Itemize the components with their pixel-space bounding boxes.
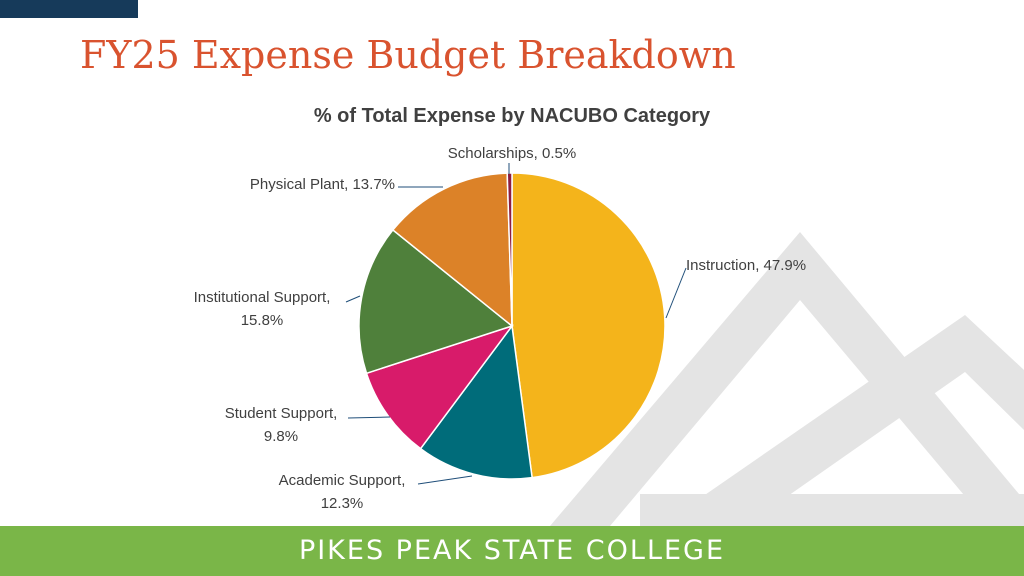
data-label-student-support: Student Support, 9.8%	[225, 405, 338, 445]
data-label-physical-plant: Physical Plant, 13.7%	[250, 176, 395, 193]
pie-slice-instruction	[511, 172, 666, 479]
page-title: FY25 Expense Budget Breakdown	[80, 33, 736, 77]
chart-title: % of Total Expense by NACUBO Category	[314, 105, 711, 127]
footer-bar: PIKES PEAK STATE COLLEGE	[0, 526, 1024, 576]
mountain-logo-watermark	[550, 232, 1024, 526]
pie-slice-institutional-support	[358, 228, 514, 375]
pie-slice-student-support	[365, 324, 515, 450]
data-label-scholarships: Scholarships, 0.5%	[448, 145, 576, 162]
pie-slice-academic-support	[419, 324, 533, 480]
leader-line-academic-support	[417, 475, 473, 485]
leader-line-institutional-support	[345, 295, 361, 303]
leader-line-instruction	[665, 267, 687, 319]
leader-line-student-support	[347, 416, 391, 419]
data-label-instruction: Instruction, 47.9%	[686, 257, 806, 274]
accent-bar	[0, 0, 138, 18]
college-name: PIKES PEAK STATE COLLEGE	[298, 535, 726, 566]
pie-chart: % of Total Expense by NACUBO Category In…	[194, 105, 806, 512]
pie-slice-scholarships	[506, 172, 513, 327]
data-label-academic-support: Academic Support, 12.3%	[279, 472, 406, 512]
data-label-institutional-support: Institutional Support, 15.8%	[194, 289, 331, 329]
pie-slice-physical-plant	[391, 172, 513, 328]
